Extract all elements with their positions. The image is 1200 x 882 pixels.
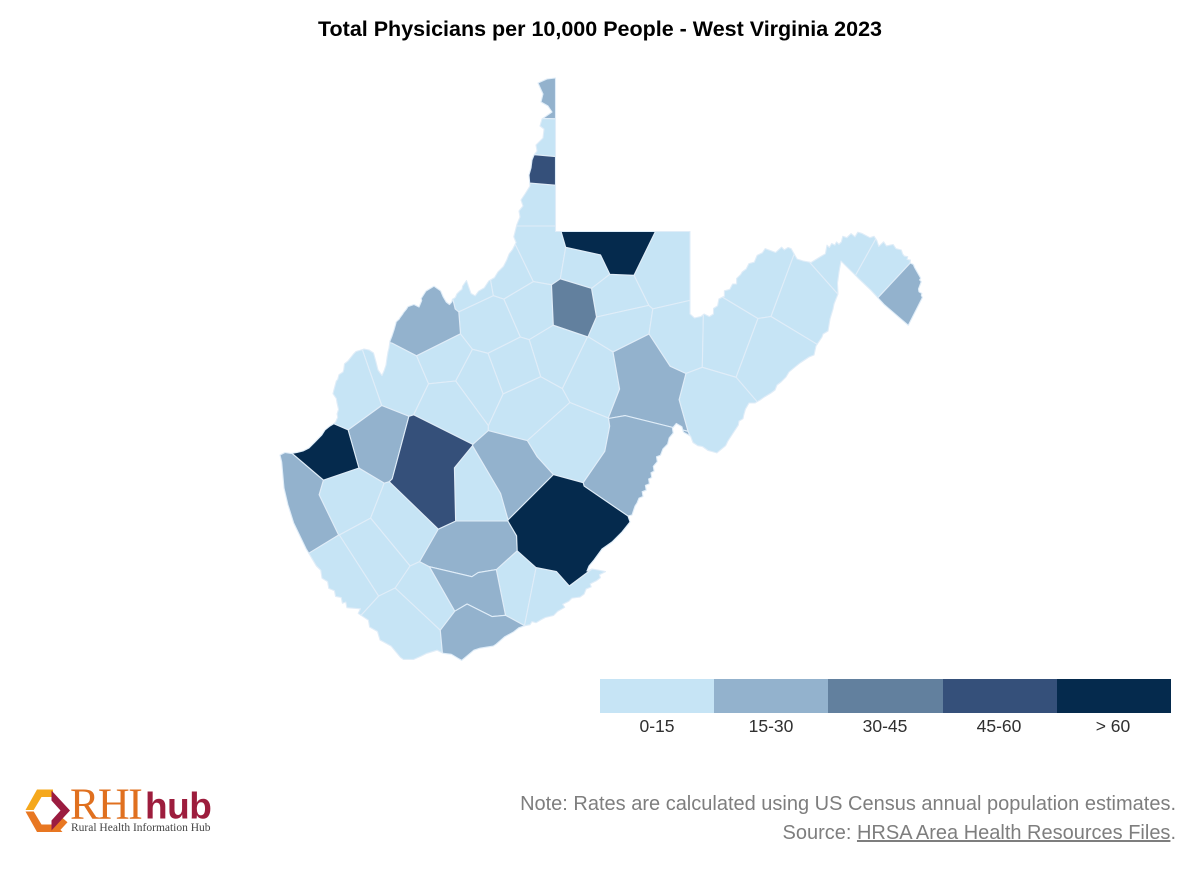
svg-text:RHI: RHI [70,786,142,829]
svg-text:hub: hub [145,786,211,827]
svg-text:Rural Health Information Hub: Rural Health Information Hub [71,822,211,834]
